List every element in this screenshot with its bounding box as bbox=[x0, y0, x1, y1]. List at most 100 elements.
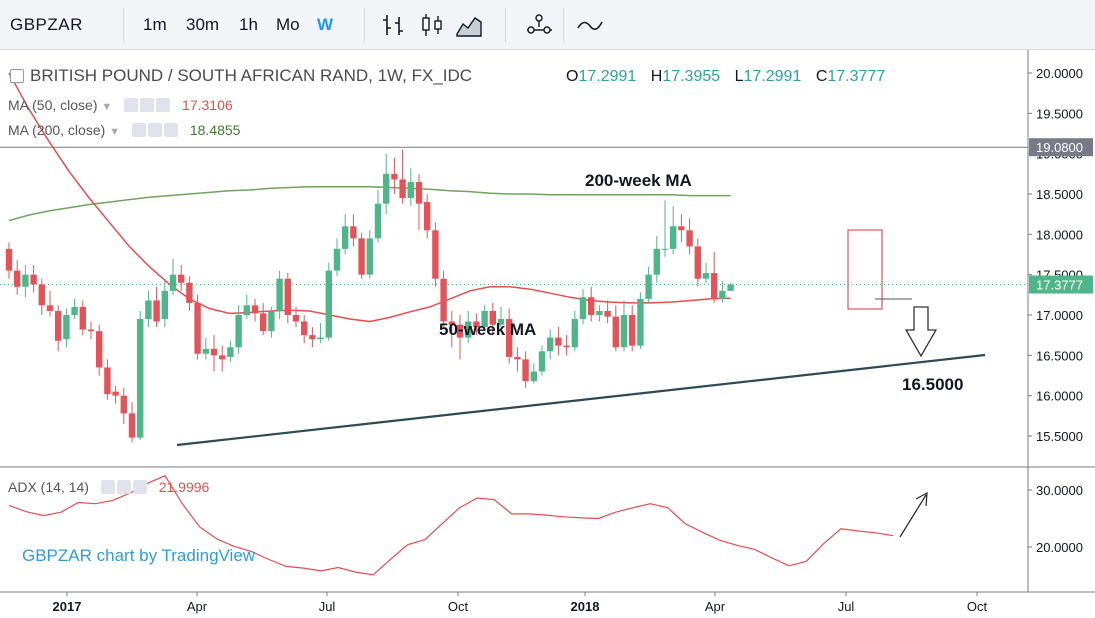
ma200-value: 18.4855 bbox=[189, 122, 241, 138]
chart-toolbar: GBPZAR 1m 30m 1h Mo W bbox=[0, 0, 1095, 50]
bar-style-icon[interactable] bbox=[381, 12, 409, 38]
price-tick-label: 20.0000 bbox=[1036, 66, 1083, 81]
toolbar-divider bbox=[364, 8, 365, 42]
tradingview-watermark[interactable]: GBPZAR chart by TradingView bbox=[22, 546, 256, 565]
eye-icon[interactable] bbox=[100, 480, 115, 494]
candle-down bbox=[686, 230, 693, 247]
candle-down bbox=[563, 345, 570, 348]
adx-line bbox=[8, 475, 894, 576]
interval-month-button[interactable]: Mo bbox=[276, 15, 300, 34]
candle-up bbox=[661, 248, 669, 250]
candle-down bbox=[711, 273, 718, 299]
ma50-legend[interactable]: MA (50, close) ▼ 17.3106 bbox=[8, 97, 233, 113]
candle-down bbox=[219, 355, 226, 360]
candle-down bbox=[629, 315, 636, 346]
time-tick-label: Jul bbox=[838, 599, 855, 614]
candle-down bbox=[440, 278, 447, 322]
candle-down bbox=[55, 310, 62, 341]
candle-up bbox=[137, 319, 144, 438]
candle-down bbox=[112, 391, 119, 396]
candle-up bbox=[243, 305, 250, 315]
candle-down bbox=[128, 413, 136, 438]
candle-down bbox=[79, 306, 86, 330]
adx-value: 21.9996 bbox=[158, 479, 210, 495]
candle-up bbox=[268, 310, 275, 332]
close-icon[interactable] bbox=[163, 123, 178, 137]
candle-up bbox=[333, 248, 341, 271]
candle-down bbox=[522, 359, 529, 382]
collapse-legend-icon[interactable] bbox=[10, 69, 24, 83]
candle-up bbox=[383, 173, 390, 204]
indicators-icon[interactable] bbox=[525, 12, 553, 38]
high-value: 17.3955 bbox=[662, 68, 721, 85]
candle-down bbox=[489, 310, 496, 325]
candle-down bbox=[456, 324, 464, 338]
candle-up bbox=[342, 226, 349, 249]
close-icon[interactable] bbox=[156, 98, 171, 112]
compare-icon[interactable] bbox=[576, 12, 604, 38]
time-tick-label: Jul bbox=[319, 599, 336, 614]
candle-down bbox=[555, 337, 562, 346]
adx-label: ADX (14, 14) bbox=[8, 479, 89, 495]
candle-down bbox=[178, 274, 185, 283]
toolbar-divider bbox=[563, 8, 564, 42]
up-arrow-shaft bbox=[899, 494, 927, 538]
candle-down bbox=[506, 319, 513, 357]
candle-down bbox=[251, 305, 259, 314]
price-tick-label: 17.0000 bbox=[1036, 308, 1083, 323]
candle-up bbox=[538, 351, 546, 372]
time-tick-label: Apr bbox=[187, 599, 208, 614]
high-label: H bbox=[650, 68, 663, 85]
price-tick-label: 19.5000 bbox=[1036, 106, 1083, 121]
interval-1h-button[interactable]: 1h bbox=[239, 15, 258, 34]
annotation-target-level: 16.5000 bbox=[902, 375, 963, 394]
candle-down bbox=[292, 315, 300, 322]
down-arrow bbox=[904, 306, 938, 358]
interval-30m-button[interactable]: 30m bbox=[186, 15, 220, 34]
adx-legend[interactable]: ADX (14, 14) 21.9996 bbox=[8, 479, 209, 495]
highlight-box bbox=[847, 229, 883, 310]
eye-icon[interactable] bbox=[131, 123, 146, 137]
candle-up bbox=[719, 290, 726, 299]
chart-legend-title: BRITISH POUND / SOUTH AFRICAN RAND, 1W, … bbox=[8, 66, 472, 86]
area-style-icon[interactable] bbox=[455, 12, 483, 38]
candle-up bbox=[497, 319, 505, 325]
candle-down bbox=[301, 321, 308, 336]
gear-icon[interactable] bbox=[116, 480, 131, 494]
gear-icon[interactable] bbox=[140, 98, 155, 112]
candle-down bbox=[350, 226, 357, 239]
candle-up bbox=[571, 319, 578, 348]
candle-down bbox=[415, 181, 423, 204]
interval-week-button[interactable]: W bbox=[317, 15, 334, 34]
up-arrow-head bbox=[915, 491, 928, 507]
candle-up bbox=[63, 315, 70, 340]
chevron-down-icon[interactable]: ▼ bbox=[101, 101, 113, 113]
candle-down bbox=[96, 331, 103, 368]
candle-down bbox=[309, 335, 316, 340]
candle-down bbox=[399, 179, 406, 199]
candle-down bbox=[612, 316, 619, 348]
time-tick-label: 2017 bbox=[53, 599, 82, 614]
candle-down bbox=[30, 274, 37, 285]
ma50-value: 17.3106 bbox=[182, 97, 233, 113]
candle-up bbox=[596, 310, 603, 315]
candle-down bbox=[46, 305, 54, 311]
close-value: 17.3777 bbox=[827, 68, 886, 85]
candle-up bbox=[645, 274, 652, 299]
symbol-search-button[interactable]: GBPZAR bbox=[10, 15, 83, 34]
price-chart[interactable]: 15.500016.000016.500017.000017.500018.00… bbox=[0, 50, 1095, 618]
candle-down bbox=[194, 302, 201, 354]
gear-icon[interactable] bbox=[147, 123, 162, 137]
close-icon[interactable] bbox=[132, 480, 147, 494]
candle-down bbox=[260, 313, 267, 332]
eye-icon[interactable] bbox=[124, 98, 139, 112]
candle-down bbox=[424, 202, 431, 231]
candle-down bbox=[153, 300, 160, 322]
candle-down bbox=[678, 226, 685, 231]
price-tick-label: 16.0000 bbox=[1036, 389, 1083, 404]
ma200-legend[interactable]: MA (200, close) ▼ 18.4855 bbox=[8, 122, 240, 138]
price-tick-label: 15.5000 bbox=[1036, 429, 1083, 444]
candle-style-icon[interactable] bbox=[418, 12, 446, 38]
chevron-down-icon[interactable]: ▼ bbox=[109, 126, 121, 138]
interval-1m-button[interactable]: 1m bbox=[143, 15, 167, 34]
